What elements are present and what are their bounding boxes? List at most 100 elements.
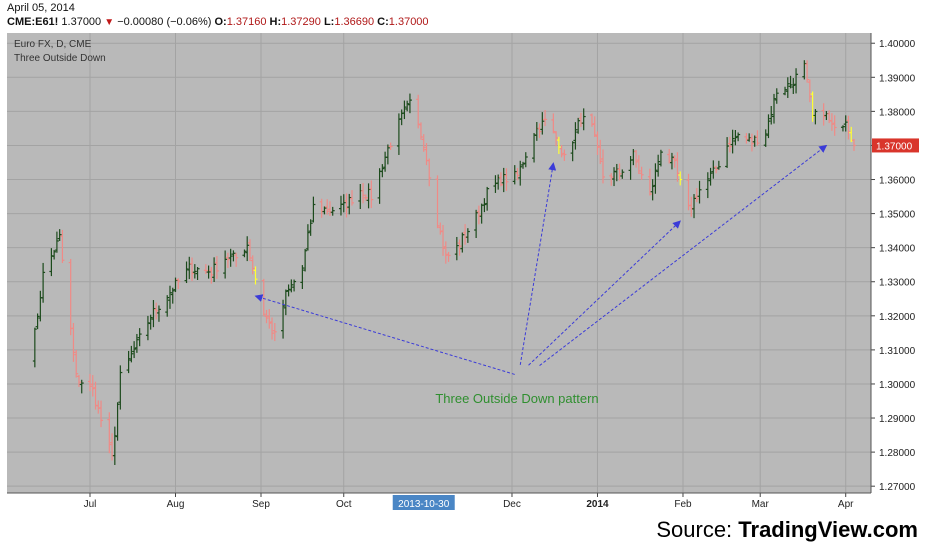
ohlc-bar[interactable] — [501, 167, 506, 193]
ohlc-bar[interactable] — [247, 239, 252, 261]
ohlc-bar[interactable] — [749, 133, 754, 152]
ohlc-bar[interactable] — [592, 116, 597, 138]
ohlc-bar[interactable] — [129, 345, 134, 363]
ohlc-bar[interactable] — [851, 138, 856, 152]
ohlc-bar[interactable] — [286, 284, 291, 297]
ohlc-bar[interactable] — [454, 236, 459, 261]
ohlc-bar[interactable] — [589, 113, 594, 127]
ohlc-bar[interactable] — [675, 152, 680, 182]
ohlc-bar[interactable] — [498, 172, 503, 187]
ohlc-bar[interactable] — [325, 199, 330, 215]
ohlc-bar[interactable] — [90, 375, 95, 397]
ohlc-bar[interactable] — [482, 198, 487, 213]
ohlc-bar[interactable] — [214, 255, 219, 279]
ohlc-bar[interactable] — [350, 190, 355, 206]
ohlc-chart[interactable]: 1.40000 1.39000 1.38000 1.37000 1.36000 1.350… — [0, 0, 932, 512]
ohlc-bar[interactable] — [76, 374, 81, 387]
ohlc-bar[interactable] — [206, 265, 211, 279]
ohlc-bar[interactable] — [242, 249, 247, 258]
ohlc-bar[interactable] — [736, 132, 741, 142]
ohlc-bar[interactable] — [730, 129, 735, 154]
ohlc-bar[interactable] — [203, 264, 208, 274]
ohlc-bar[interactable] — [167, 285, 172, 309]
ohlc-bar[interactable] — [829, 113, 834, 131]
ohlc-bar[interactable] — [35, 313, 40, 330]
ohlc-bar[interactable] — [165, 295, 170, 317]
ohlc-bar[interactable] — [485, 186, 490, 211]
ohlc-bar[interactable] — [802, 60, 807, 80]
ohlc-bar[interactable] — [388, 142, 393, 150]
ohlc-bar[interactable] — [697, 180, 702, 204]
ohlc-bar[interactable] — [805, 60, 810, 83]
ohlc-bar[interactable] — [807, 79, 812, 103]
ohlc-bar[interactable] — [562, 149, 567, 161]
ohlc-bar[interactable] — [303, 248, 308, 272]
ohlc-bar[interactable] — [427, 158, 432, 187]
ohlc-bar[interactable] — [137, 328, 142, 347]
ohlc-bar[interactable] — [322, 206, 327, 215]
ohlc-bar[interactable] — [435, 175, 440, 229]
ohlc-bar[interactable] — [821, 103, 826, 126]
plot-area[interactable] — [7, 33, 871, 493]
ohlc-bar[interactable] — [785, 77, 790, 98]
ohlc-bar[interactable] — [184, 261, 189, 284]
ohlc-bar[interactable] — [300, 265, 305, 290]
ohlc-bar[interactable] — [261, 278, 266, 316]
ohlc-bar[interactable] — [846, 115, 851, 140]
ohlc-bar[interactable] — [190, 257, 195, 282]
ohlc-bar[interactable] — [783, 86, 788, 96]
ohlc-bar[interactable] — [457, 239, 462, 256]
ohlc-bar[interactable] — [840, 125, 845, 132]
ohlc-bar[interactable] — [176, 278, 181, 290]
ohlc-bar[interactable] — [154, 302, 159, 320]
ohlc-bar[interactable] — [598, 139, 603, 164]
ohlc-bar[interactable] — [794, 68, 799, 94]
ohlc-bar[interactable] — [543, 110, 548, 127]
ohlc-bar[interactable] — [250, 255, 255, 275]
ohlc-bar[interactable] — [669, 152, 674, 170]
ohlc-bar[interactable] — [118, 365, 123, 410]
ohlc-bar[interactable] — [112, 426, 117, 465]
ohlc-bar[interactable] — [515, 167, 520, 181]
ohlc-bar[interactable] — [363, 194, 368, 201]
ohlc-bar[interactable] — [595, 131, 600, 155]
ohlc-bar[interactable] — [88, 373, 92, 392]
ohlc-bar[interactable] — [708, 167, 713, 186]
ohlc-bar[interactable] — [234, 252, 239, 267]
ohlc-bar[interactable] — [832, 115, 837, 136]
ohlc-bar[interactable] — [32, 327, 37, 368]
ohlc-bar[interactable] — [650, 179, 655, 201]
ohlc-bar[interactable] — [281, 299, 286, 339]
ohlc-bar[interactable] — [366, 183, 371, 209]
ohlc-bar[interactable] — [52, 249, 57, 260]
ohlc-bar[interactable] — [551, 113, 556, 134]
ohlc-bar[interactable] — [537, 123, 542, 139]
ohlc-bar[interactable] — [609, 173, 614, 186]
ohlc-bar[interactable] — [465, 228, 470, 243]
ohlc-bar[interactable] — [151, 300, 156, 328]
symbol-label[interactable]: CME:E61! — [7, 16, 59, 28]
ohlc-bar[interactable] — [347, 193, 352, 215]
ohlc-bar[interactable] — [272, 323, 277, 342]
ohlc-bar[interactable] — [620, 169, 625, 179]
ohlc-bar[interactable] — [843, 115, 848, 132]
ohlc-bar[interactable] — [443, 241, 448, 264]
ohlc-bar[interactable] — [441, 224, 446, 256]
ohlc-bar[interactable] — [60, 229, 65, 264]
ohlc-bar[interactable] — [647, 168, 652, 196]
ohlc-bar[interactable] — [156, 305, 161, 322]
ohlc-bar[interactable] — [658, 149, 663, 167]
ohlc-bar[interactable] — [810, 91, 815, 122]
ohlc-bar[interactable] — [727, 136, 732, 153]
ohlc-bar[interactable] — [601, 149, 605, 184]
ohlc-bar[interactable] — [418, 122, 423, 140]
ohlc-bar[interactable] — [192, 264, 197, 279]
ohlc-bar[interactable] — [769, 106, 774, 125]
ohlc-bar[interactable] — [636, 155, 641, 175]
ohlc-bar[interactable] — [173, 277, 178, 293]
ohlc-bar[interactable] — [667, 148, 672, 164]
ohlc-bar[interactable] — [407, 93, 412, 114]
ohlc-bar[interactable] — [405, 100, 410, 112]
ohlc-bar[interactable] — [788, 75, 793, 89]
ohlc-bar[interactable] — [267, 309, 272, 329]
